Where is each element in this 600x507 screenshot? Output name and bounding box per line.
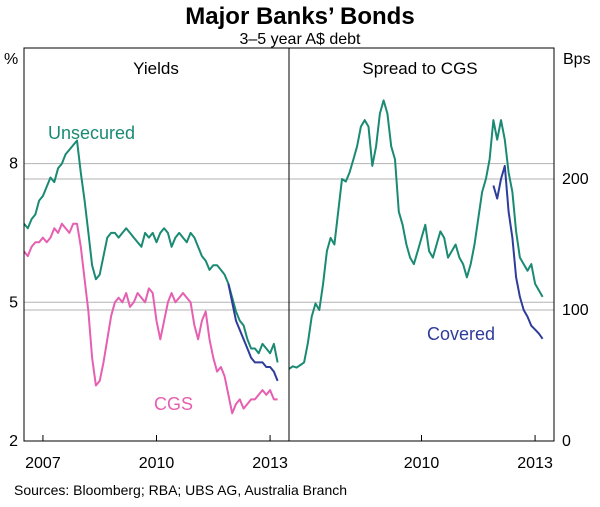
x-tick-label: 2010	[404, 455, 440, 472]
series-line-covered-panel-0	[227, 283, 279, 382]
series-layer	[23, 99, 544, 415]
panel-title-spread: Spread to CGS	[362, 59, 477, 78]
series-line-unsecured-panel-0	[23, 139, 279, 363]
panel-title-yields: Yields	[133, 59, 179, 78]
y-ticks-right: 0 100 200	[562, 171, 589, 450]
y-tick-label-left: 5	[9, 294, 18, 311]
label-cgs: CGS	[154, 394, 193, 414]
y-tick-label-right: 100	[562, 302, 589, 319]
y-tick-label-left: 8	[9, 156, 18, 173]
chart-subtitle: 3–5 year A$ debt	[240, 31, 362, 48]
series-line-unsecured-panel-1	[288, 99, 544, 370]
series-line-covered-panel-1	[492, 164, 544, 340]
y-tick-label-right: 0	[562, 433, 571, 450]
chart-title: Major Banks’ Bonds	[185, 3, 414, 30]
label-covered: Covered	[427, 324, 495, 344]
y-tick-label-left: 2	[9, 433, 18, 450]
y-ticks-left: 2 5 8	[9, 156, 18, 450]
x-tick-label: 2013	[517, 455, 553, 472]
y-tick-label-right: 200	[562, 171, 589, 188]
x-tick-label: 2013	[252, 455, 288, 472]
x-ticks: 2007 2010 2013 2010 2013	[25, 435, 553, 472]
source-note: Sources: Bloomberg; RBA; UBS AG, Austral…	[14, 482, 347, 498]
x-tick-label: 2007	[25, 455, 61, 472]
x-tick-label: 2010	[139, 455, 175, 472]
series-line-cgs-panel-0	[23, 222, 278, 415]
right-unit-label: Bps	[563, 51, 591, 68]
label-unsecured: Unsecured	[48, 123, 135, 143]
left-unit-label: %	[4, 51, 18, 68]
